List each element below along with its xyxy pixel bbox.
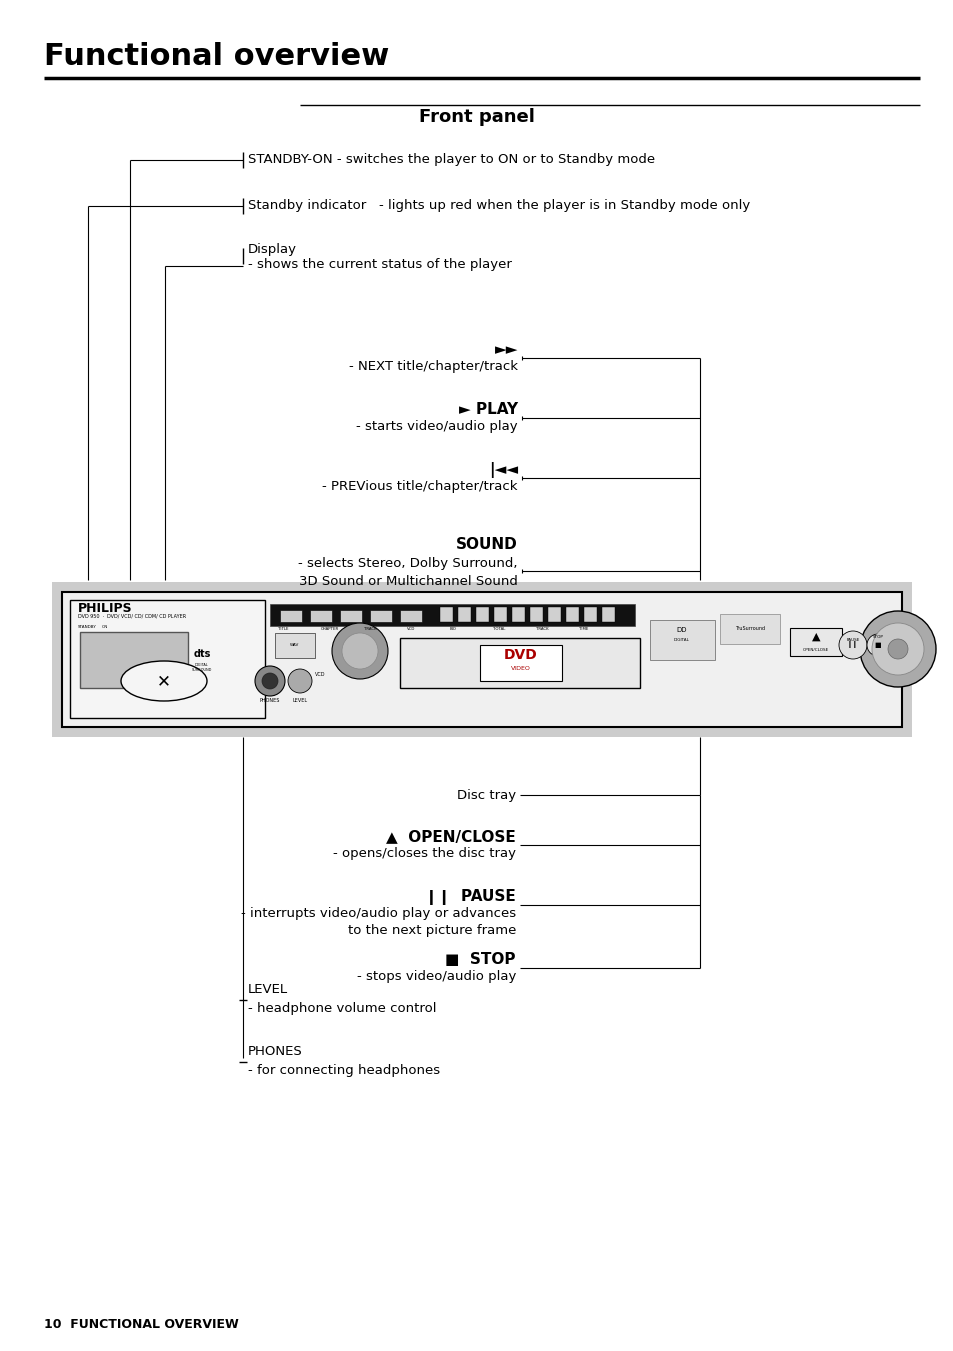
Bar — [370, 611, 392, 621]
Text: OPEN/CLOSE: OPEN/CLOSE — [802, 648, 828, 653]
Circle shape — [288, 669, 312, 693]
Bar — [274, 634, 314, 658]
Text: ■: ■ — [874, 642, 881, 648]
Text: Disc tray: Disc tray — [456, 789, 516, 801]
Text: DVD 950  ·  DVD/ VCD/ CD/ CDM/ CD PLAYER: DVD 950 · DVD/ VCD/ CD/ CDM/ CD PLAYER — [78, 613, 186, 619]
Text: ► PLAY: ► PLAY — [458, 403, 517, 417]
Text: PHILIPS: PHILIPS — [78, 603, 132, 615]
Circle shape — [254, 666, 285, 696]
Text: STOP: STOP — [872, 635, 882, 639]
Circle shape — [341, 634, 377, 669]
Text: PHONES: PHONES — [259, 698, 280, 703]
Bar — [399, 611, 421, 621]
Bar — [547, 607, 560, 621]
Bar — [280, 611, 302, 621]
Bar — [601, 607, 615, 621]
Bar — [270, 604, 635, 626]
Text: TOTAL: TOTAL — [493, 627, 505, 631]
Circle shape — [262, 673, 277, 689]
Bar — [80, 632, 188, 688]
Text: 10  FUNCTIONAL OVERVIEW: 10 FUNCTIONAL OVERVIEW — [44, 1319, 238, 1331]
Text: DVD: DVD — [503, 648, 537, 662]
Bar — [530, 607, 542, 621]
Text: - NEXT title/chapter/track: - NEXT title/chapter/track — [349, 359, 517, 373]
Text: TruSurround: TruSurround — [734, 627, 764, 631]
Text: 3D Sound or Multichannel Sound: 3D Sound or Multichannel Sound — [299, 576, 517, 588]
Text: ▲: ▲ — [811, 632, 820, 642]
Text: ON: ON — [102, 626, 108, 630]
Text: - shows the current status of the player: - shows the current status of the player — [248, 258, 512, 272]
Circle shape — [871, 623, 923, 676]
Text: BIO: BIO — [450, 627, 456, 631]
Bar — [720, 613, 780, 644]
Text: TRACK: TRACK — [536, 627, 548, 631]
Text: ►►: ►► — [494, 342, 517, 357]
Text: ❙❙: ❙❙ — [846, 642, 858, 648]
Text: TITLE: TITLE — [277, 627, 288, 631]
Text: LEVEL: LEVEL — [293, 698, 307, 703]
Text: - for connecting headphones: - for connecting headphones — [248, 1065, 439, 1077]
Text: WAV: WAV — [290, 643, 299, 647]
Bar — [339, 611, 361, 621]
Text: DIGITAL
SURROUND: DIGITAL SURROUND — [192, 663, 212, 671]
Bar — [565, 607, 578, 621]
Text: VCD: VCD — [407, 627, 415, 631]
Bar — [52, 582, 911, 738]
Bar — [439, 607, 453, 621]
Bar — [70, 600, 265, 717]
Bar — [479, 644, 561, 681]
Bar — [789, 628, 841, 657]
Text: DIGITAL: DIGITAL — [674, 638, 689, 642]
Bar — [310, 611, 332, 621]
Bar — [399, 638, 639, 688]
Text: LEVEL: LEVEL — [248, 984, 288, 996]
Text: DD: DD — [676, 627, 686, 634]
Text: PHONES: PHONES — [248, 1046, 302, 1058]
Text: - interrupts video/audio play or advances: - interrupts video/audio play or advance… — [240, 907, 516, 920]
Bar — [649, 620, 714, 661]
Text: Functional overview: Functional overview — [44, 42, 389, 72]
Text: - selects Stereo, Dolby Surround,: - selects Stereo, Dolby Surround, — [298, 557, 517, 570]
Text: Front panel: Front panel — [418, 108, 535, 126]
Bar — [583, 607, 597, 621]
Text: - headphone volume control: - headphone volume control — [248, 1002, 436, 1015]
Circle shape — [866, 634, 888, 657]
Circle shape — [859, 611, 935, 688]
Text: - opens/closes the disc tray: - opens/closes the disc tray — [333, 847, 516, 861]
Text: - starts video/audio play: - starts video/audio play — [356, 420, 517, 434]
Text: CHAPTER: CHAPTER — [320, 627, 338, 631]
Ellipse shape — [121, 661, 207, 701]
Text: VCD: VCD — [314, 671, 325, 677]
Circle shape — [332, 623, 388, 680]
Text: STANDBY-ON - switches the player to ON or to Standby mode: STANDBY-ON - switches the player to ON o… — [248, 154, 655, 166]
Text: Standby indicator   - lights up red when the player is in Standby mode only: Standby indicator - lights up red when t… — [248, 200, 749, 212]
Text: ▲  OPEN/CLOSE: ▲ OPEN/CLOSE — [386, 830, 516, 844]
Circle shape — [887, 639, 907, 659]
Bar — [512, 607, 524, 621]
Text: |◄◄: |◄◄ — [488, 462, 517, 478]
Text: - stops video/audio play: - stops video/audio play — [356, 970, 516, 984]
Text: STANDBY: STANDBY — [78, 626, 97, 630]
Text: SOUND: SOUND — [456, 536, 517, 553]
Text: TIME: TIME — [578, 627, 588, 631]
Text: VIDEO: VIDEO — [511, 666, 531, 670]
Text: Display: Display — [248, 243, 296, 255]
Text: ■  STOP: ■ STOP — [445, 952, 516, 967]
Text: to the next picture frame: to the next picture frame — [347, 924, 516, 938]
Text: - PREVious title/chapter/track: - PREVious title/chapter/track — [322, 480, 517, 493]
Text: TRACK: TRACK — [364, 627, 376, 631]
Bar — [62, 592, 901, 727]
Text: dts: dts — [193, 648, 211, 659]
Text: ❙❙  PAUSE: ❙❙ PAUSE — [425, 889, 516, 905]
Bar — [457, 607, 471, 621]
Bar — [494, 607, 506, 621]
Text: PAUSE: PAUSE — [845, 638, 859, 642]
Circle shape — [838, 631, 866, 659]
Text: ✕: ✕ — [157, 671, 171, 690]
Bar — [476, 607, 489, 621]
